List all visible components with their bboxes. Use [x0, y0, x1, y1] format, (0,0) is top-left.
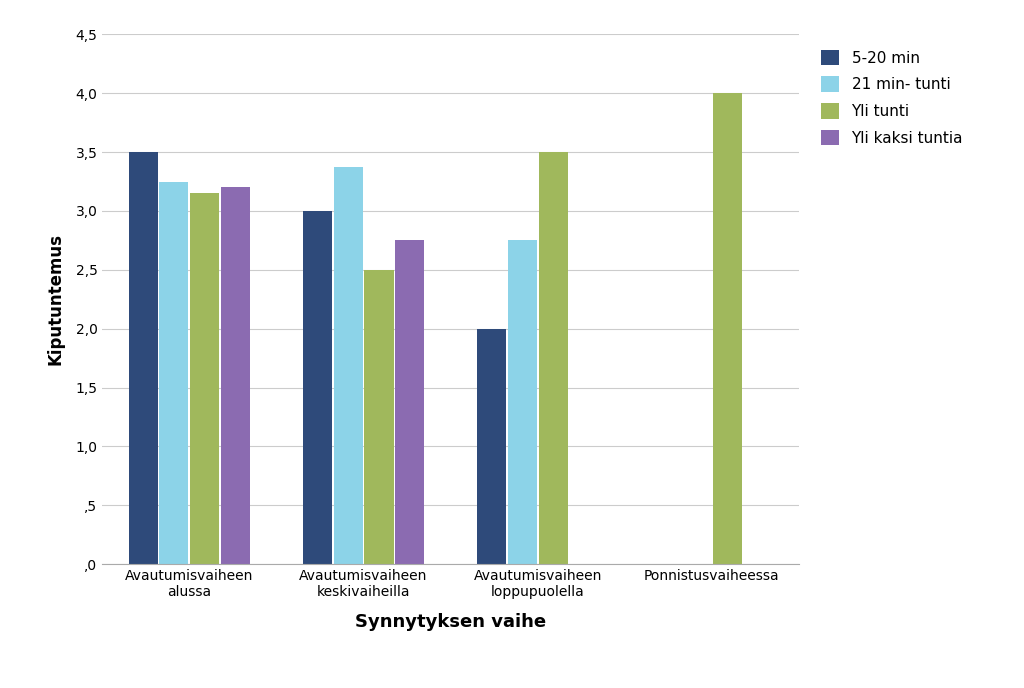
Bar: [395, 240, 424, 564]
Bar: [713, 94, 741, 564]
Legend: 5-20 min, 21 min- tunti, Yli tunti, Yli kaksi tuntia: 5-20 min, 21 min- tunti, Yli tunti, Yli …: [813, 42, 971, 153]
Bar: [477, 329, 506, 564]
X-axis label: Synnytyksen vaihe: Synnytyksen vaihe: [355, 613, 546, 631]
Bar: [129, 152, 158, 564]
Bar: [160, 182, 188, 564]
Y-axis label: Kiputuntemus: Kiputuntemus: [46, 233, 65, 365]
Bar: [221, 187, 250, 564]
Bar: [190, 193, 219, 564]
Bar: [539, 152, 567, 564]
Bar: [303, 211, 332, 564]
Bar: [508, 240, 537, 564]
Bar: [334, 167, 362, 564]
Bar: [365, 270, 393, 564]
